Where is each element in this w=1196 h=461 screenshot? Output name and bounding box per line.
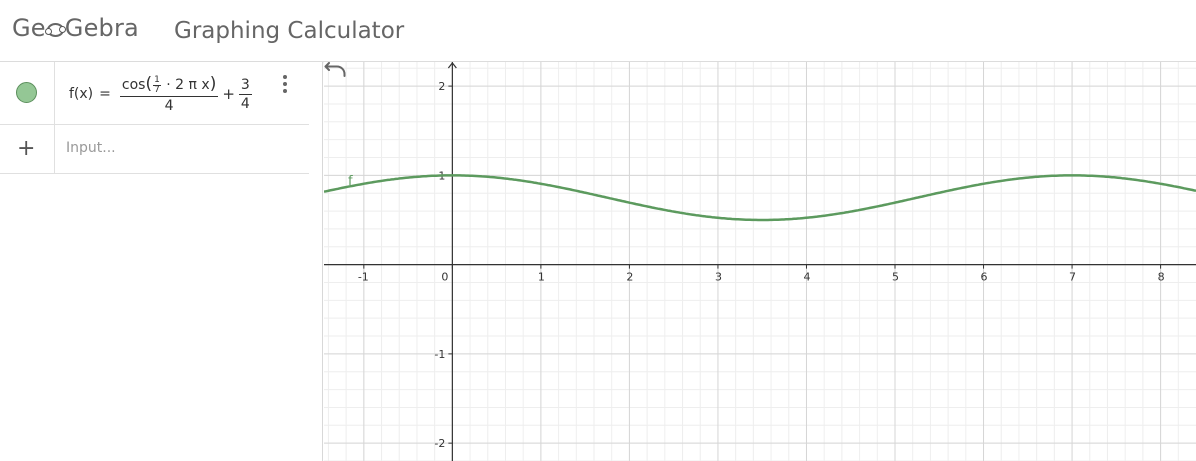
equals-sign: = [99,86,111,102]
constant-numerator: 3 [238,76,252,95]
algebra-input-row: + [0,125,309,174]
function-lhs: f(x) [69,86,94,102]
app-title: Graphing Calculator [174,18,405,44]
x-tick-label: 1 [538,271,545,284]
cos-function: cos [121,77,146,94]
function-label-f: f [348,174,353,189]
function-definition[interactable]: f(x) = cos(1 7 · 2 π x) 4 + 3 4 [69,72,255,116]
function-curve-f [324,174,1196,222]
inner-fraction-den: 7 [154,84,160,95]
x-tick-label: 5 [892,271,899,284]
y-tick-label: 2 [438,80,445,93]
constant-fraction: 3 4 [238,76,252,112]
y-tick-label: -1 [434,348,445,361]
y-axis-arrow [447,62,457,69]
plus-sign: + [222,85,235,103]
algebra-panel: f(x) = cos(1 7 · 2 π x) 4 + 3 4 + [0,62,323,461]
add-cell: + [0,125,55,173]
main-numerator: cos(1 7 · 2 π x) [119,74,219,97]
x-tick-label: 3 [715,271,722,284]
logo-text-left: Ge [12,14,46,42]
graphics-view[interactable]: -1 0 1 2 3 4 5 6 7 8 2 1 -1 -2 f [324,62,1196,461]
logo-text-right: Gebra [64,14,139,42]
x-tick-label: 2 [626,271,633,284]
algebra-item-f[interactable]: f(x) = cos(1 7 · 2 π x) 4 + 3 4 [0,62,309,125]
constant-denominator: 4 [240,95,250,112]
plus-icon[interactable]: + [17,136,36,161]
x-tick-label: -1 [358,271,369,284]
undo-icon[interactable] [324,62,348,82]
x-tick-label: 8 [1158,271,1165,284]
algebra-input-field[interactable] [66,140,296,156]
marble-cell [0,62,55,124]
app-header: Ge Gebra Graphing Calculator [0,0,1196,62]
x-tick-label: 7 [1069,271,1076,284]
more-vert-icon[interactable] [279,75,291,95]
logo-ring-icon [44,23,66,37]
inner-fraction-num: 1 [153,74,161,86]
graph-canvas[interactable]: -1 0 1 2 3 4 5 6 7 821-1-2f [324,62,1196,461]
inner-expression: · 2 π x [166,77,210,94]
x-tick-label: 0 [441,271,448,284]
x-tick-label: 6 [981,271,988,284]
x-tick-label: 4 [803,271,810,284]
y-tick-label: -2 [434,437,445,450]
main-fraction: cos(1 7 · 2 π x) 4 [119,74,219,114]
main-denominator: 4 [164,97,174,114]
visibility-toggle[interactable] [16,82,37,103]
geogebra-logo: Ge Gebra [12,14,139,42]
